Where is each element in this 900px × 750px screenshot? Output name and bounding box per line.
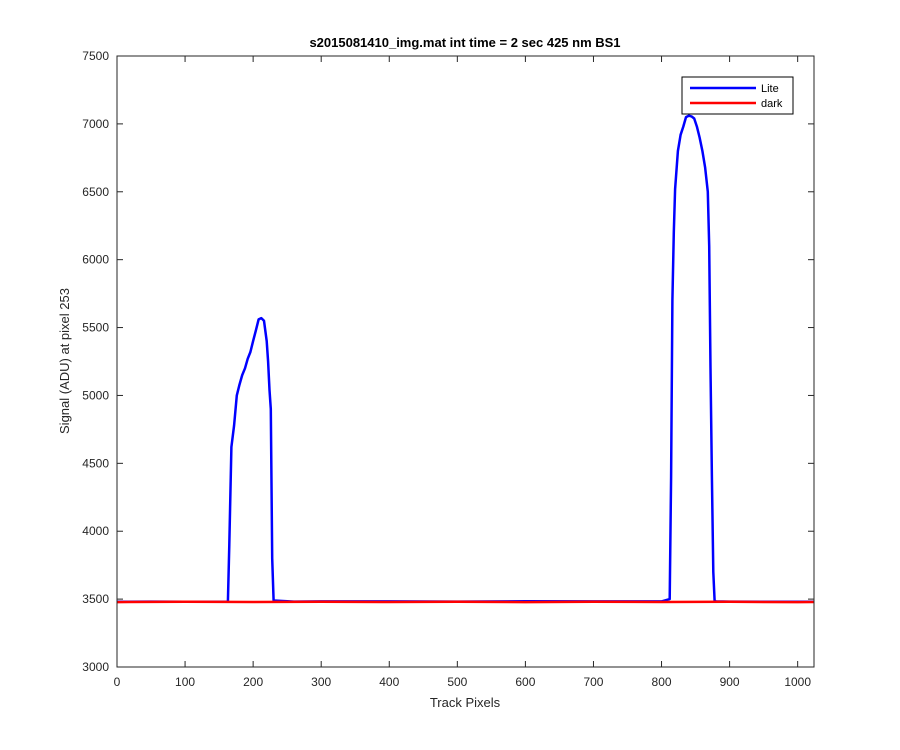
y-tick-label: 6000 [82,253,109,267]
y-tick-label: 5500 [82,321,109,335]
y-axis-label: Signal (ADU) at pixel 253 [57,288,72,434]
y-tick-label: 3500 [82,592,109,606]
y-tick-label: 7000 [82,117,109,131]
y-tick-label: 6500 [82,185,109,199]
y-axis: 3000 3500 4000 4500 5000 5500 6000 6500 7000 7500 [82,49,814,674]
y-tick-label: 5000 [82,388,109,402]
y-tick-label: 3000 [82,660,109,674]
chart-title: s2015081410_img.mat int time = 2 sec 425… [309,35,620,50]
x-tick-label: 400 [379,675,399,689]
x-tick-label: 200 [243,675,263,689]
x-axis-label: Track Pixels [430,695,501,710]
legend: Lite dark [681,76,794,115]
x-tick-label: 0 [114,675,121,689]
x-tick-label: 100 [175,675,195,689]
x-tick-label: 800 [652,675,672,689]
y-tick-label: 4000 [82,524,109,538]
plot-area [117,56,814,667]
x-axis: 0 100 200 300 400 500 600 700 800 900 1000 [114,56,811,689]
x-tick-label: 900 [720,675,740,689]
y-tick-label: 7500 [82,49,109,63]
x-tick-label: 1000 [784,675,811,689]
legend-label-lite: Lite [761,83,779,95]
plot-frame [116,55,815,668]
x-tick-label: 700 [583,675,603,689]
x-tick-label: 300 [311,675,331,689]
legend-box [681,76,794,115]
x-tick-label: 500 [447,675,467,689]
series-layer [116,114,815,604]
x-tick-label: 600 [515,675,535,689]
y-tick-label: 4500 [82,456,109,470]
legend-label-dark: dark [761,98,783,110]
